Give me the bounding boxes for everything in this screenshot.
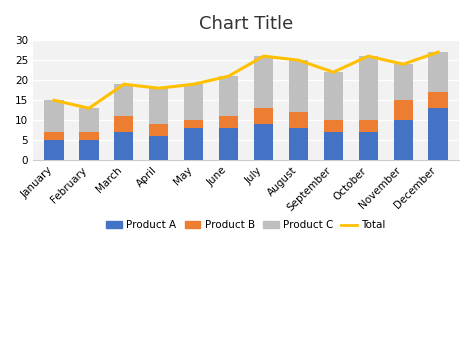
- Total: [365, 54, 371, 58]
- Total: [156, 86, 162, 90]
- Total: [401, 62, 406, 66]
- Bar: [393, 120, 413, 160]
- Bar: [324, 72, 343, 120]
- Total: [86, 106, 92, 110]
- Total: [121, 82, 127, 86]
- Line: Total: Total: [54, 52, 438, 108]
- Bar: [149, 88, 168, 124]
- Bar: [324, 120, 343, 132]
- Total: [330, 70, 336, 74]
- Bar: [114, 116, 134, 132]
- Total: [51, 98, 57, 102]
- Bar: [289, 112, 308, 128]
- Bar: [79, 108, 99, 132]
- Bar: [219, 128, 238, 160]
- Bar: [45, 100, 64, 132]
- Bar: [149, 136, 168, 160]
- Bar: [184, 120, 203, 128]
- Bar: [45, 140, 64, 160]
- Bar: [184, 84, 203, 120]
- Bar: [428, 92, 447, 108]
- Bar: [289, 60, 308, 112]
- Bar: [79, 140, 99, 160]
- Bar: [393, 64, 413, 100]
- Bar: [114, 132, 134, 160]
- Bar: [393, 100, 413, 120]
- Total: [435, 50, 441, 54]
- Legend: Product A, Product B, Product C, Total: Product A, Product B, Product C, Total: [102, 216, 390, 235]
- Bar: [79, 132, 99, 140]
- Total: [296, 58, 301, 62]
- Bar: [359, 120, 378, 132]
- Bar: [219, 76, 238, 116]
- Total: [261, 54, 266, 58]
- Bar: [45, 132, 64, 140]
- Total: [191, 82, 197, 86]
- Bar: [114, 84, 134, 116]
- Bar: [254, 108, 273, 124]
- Bar: [254, 56, 273, 108]
- Bar: [184, 128, 203, 160]
- Total: [226, 74, 231, 78]
- Bar: [359, 56, 378, 120]
- Bar: [254, 124, 273, 160]
- Bar: [289, 128, 308, 160]
- Bar: [428, 108, 447, 160]
- Bar: [219, 116, 238, 128]
- Bar: [428, 52, 447, 92]
- Bar: [359, 132, 378, 160]
- Title: Chart Title: Chart Title: [199, 15, 293, 33]
- Bar: [149, 124, 168, 136]
- Bar: [324, 132, 343, 160]
